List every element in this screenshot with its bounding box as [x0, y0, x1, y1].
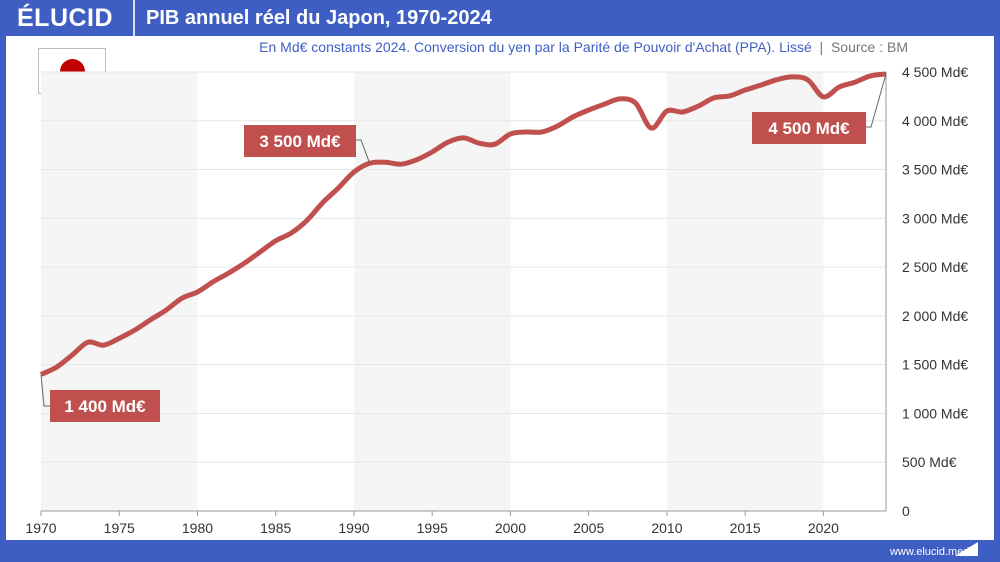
x-tick-label: 2010 [651, 520, 682, 536]
x-tick-label: 1985 [260, 520, 291, 536]
source-label: Source : BM [830, 39, 908, 55]
decade-band [353, 72, 511, 511]
x-tick-label: 1995 [417, 520, 448, 536]
x-tick-label: 2015 [730, 520, 761, 536]
y-tick-label: 3 000 Md€ [902, 210, 968, 226]
annotation-leader [866, 73, 887, 128]
annotation-label: 1 400 Md€ [64, 397, 146, 416]
subtitle-text: En Md€ constants 2024. Conversion du yen… [259, 39, 812, 55]
annotation-label: 4 500 Md€ [768, 119, 850, 138]
gdp-series-line [39, 71, 887, 377]
decade-band [666, 72, 824, 511]
annotation-leader [40, 374, 50, 407]
y-tick-label: 500 Md€ [902, 454, 957, 470]
y-tick-label: 4 000 Md€ [902, 113, 968, 129]
x-tick-label: 2005 [573, 520, 604, 536]
annotation-box [752, 112, 866, 144]
y-tick-label: 2 000 Md€ [902, 308, 968, 324]
annotation-box [244, 125, 356, 157]
elucid-logo: ÉLUCID [17, 4, 114, 32]
source-text: | Source : BM [811, 39, 908, 55]
x-tick-label: 2020 [808, 520, 839, 536]
header: ÉLUCID PIB annuel réel du Japon, 1970-20… [0, 0, 1000, 36]
footer-url[interactable]: www.elucid.media [889, 546, 978, 558]
chart-title: PIB annuel réel du Japon, 1970-2024 [146, 7, 492, 29]
annotation-leader [356, 139, 371, 164]
y-tick-label: 3 500 Md€ [902, 162, 968, 178]
x-tick-label: 1975 [104, 520, 135, 536]
y-tick-label: 4 500 Md€ [902, 64, 968, 80]
x-tick-label: 1980 [182, 520, 213, 536]
annotation-label: 3 500 Md€ [259, 132, 341, 151]
y-tick-label: 1 000 Md€ [902, 405, 968, 421]
decade-band [41, 72, 198, 511]
x-tick-label: 2000 [495, 520, 526, 536]
y-tick-label: 1 500 Md€ [902, 357, 968, 373]
annotation-box [50, 390, 160, 422]
y-tick-label: 2 500 Md€ [902, 259, 968, 275]
chart-subtitle: En Md€ constants 2024. Conversion du yen… [259, 39, 908, 55]
x-tick-label: 1970 [25, 520, 56, 536]
x-tick-label: 1990 [338, 520, 369, 536]
header-divider [133, 0, 135, 36]
y-tick-label: 0 [902, 503, 910, 519]
